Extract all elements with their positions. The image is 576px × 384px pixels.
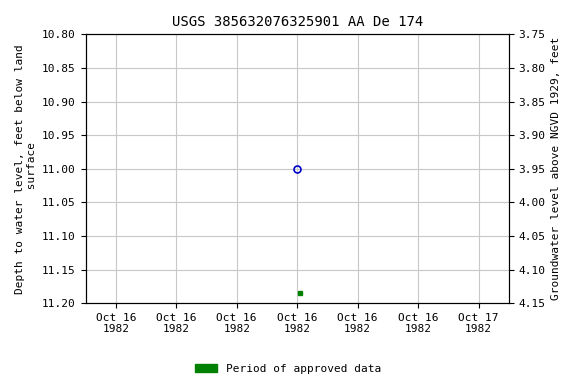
Legend: Period of approved data: Period of approved data [191, 359, 385, 379]
Y-axis label: Groundwater level above NGVD 1929, feet: Groundwater level above NGVD 1929, feet [551, 37, 561, 300]
Title: USGS 385632076325901 AA De 174: USGS 385632076325901 AA De 174 [172, 15, 423, 29]
Y-axis label: Depth to water level, feet below land
 surface: Depth to water level, feet below land su… [15, 44, 37, 294]
